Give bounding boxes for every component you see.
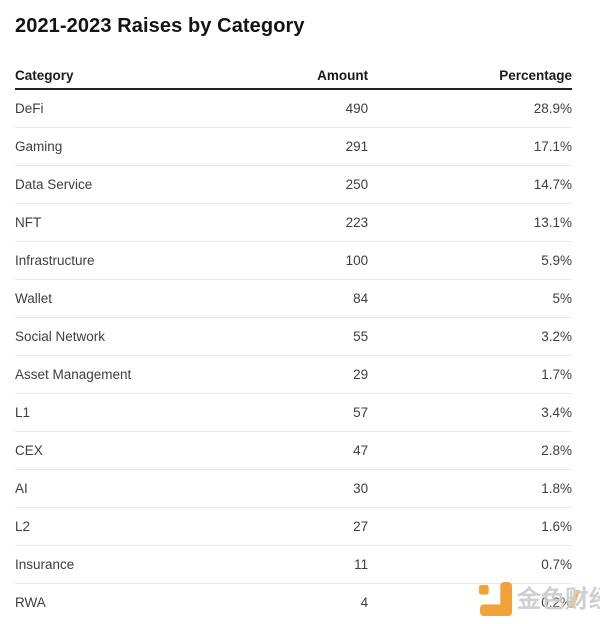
amount-cell: 100 [226, 241, 369, 280]
column-header-percentage: Percentage [368, 39, 572, 90]
amount-cell: 4 [360, 595, 369, 610]
table-row: AI 30 1.8% [15, 469, 572, 508]
amount-cell: 55 [226, 317, 369, 356]
percentage-cell: 13.1% [368, 203, 572, 242]
amount-cell: 490 [226, 89, 369, 128]
category-cell: Gaming [15, 127, 227, 166]
percentage-cell: 0.2% [541, 595, 572, 610]
category-cell: CEX [15, 431, 227, 470]
column-header-category: Category [15, 39, 227, 90]
header-row: Category Amount Percentage [15, 39, 572, 90]
amount-cell: 84 [226, 279, 369, 318]
percentage-cell: 3.4% [368, 393, 572, 432]
amount-cell: 291 [226, 127, 369, 166]
amount-cell: 47 [226, 431, 369, 470]
category-cell: NFT [15, 203, 227, 242]
table-row: Asset Management 29 1.7% [15, 355, 572, 394]
category-cell: AI [15, 469, 227, 508]
table-row: NFT 223 13.1% [15, 203, 572, 242]
amount-cell: 27 [226, 507, 369, 546]
table-row: L1 57 3.4% [15, 393, 572, 432]
category-cell: RWA [15, 595, 46, 610]
table-row: CEX 47 2.8% [15, 431, 572, 470]
category-cell: Social Network [15, 317, 227, 356]
table-row: Wallet 84 5% [15, 279, 572, 318]
percentage-cell: 3.2% [368, 317, 572, 356]
page-title: 2021-2023 Raises by Category [15, 15, 305, 37]
table-row: DeFi 490 28.9% [15, 89, 572, 128]
percentage-cell: 1.7% [368, 355, 572, 394]
percentage-cell: 5% [368, 279, 572, 318]
percentage-cell: 14.7% [368, 165, 572, 204]
amount-cell: 29 [226, 355, 369, 394]
table-row: Gaming 291 17.1% [15, 127, 572, 166]
table-header: Category Amount Percentage [15, 39, 572, 90]
column-header-amount: Amount [226, 39, 369, 90]
category-cell: Asset Management [15, 355, 227, 394]
percentage-cell: 0.7% [368, 545, 572, 584]
table-row: RWA 4 0.2% [15, 584, 572, 622]
table-body: DeFi 490 28.9% Gaming 291 17.1% Data Ser… [15, 89, 572, 621]
table-row: Insurance 11 0.7% [15, 545, 572, 584]
percentage-cell: 1.6% [368, 507, 572, 546]
percentage-cell: 17.1% [368, 127, 572, 166]
category-cell: L1 [15, 393, 227, 432]
table-row: Social Network 55 3.2% [15, 317, 572, 356]
category-cell: L2 [15, 507, 227, 546]
category-cell: DeFi [15, 89, 227, 128]
percentage-cell: 1.8% [368, 469, 572, 508]
table-row: L2 27 1.6% [15, 507, 572, 546]
amount-cell: 57 [226, 393, 369, 432]
category-cell: Data Service [15, 165, 227, 204]
category-cell: Infrastructure [15, 241, 227, 280]
category-cell: Insurance [15, 545, 227, 584]
amount-cell: 11 [226, 545, 369, 584]
percentage-cell: 2.8% [368, 431, 572, 470]
amount-cell: 223 [226, 203, 369, 242]
percentage-cell: 28.9% [368, 89, 572, 128]
amount-cell: 30 [226, 469, 369, 508]
table-row: Data Service 250 14.7% [15, 165, 572, 204]
raises-table: Category Amount Percentage DeFi 490 28.9… [15, 39, 572, 621]
table-row: Infrastructure 100 5.9% [15, 241, 572, 280]
percentage-cell: 5.9% [368, 241, 572, 280]
amount-cell: 250 [226, 165, 369, 204]
category-cell: Wallet [15, 279, 227, 318]
